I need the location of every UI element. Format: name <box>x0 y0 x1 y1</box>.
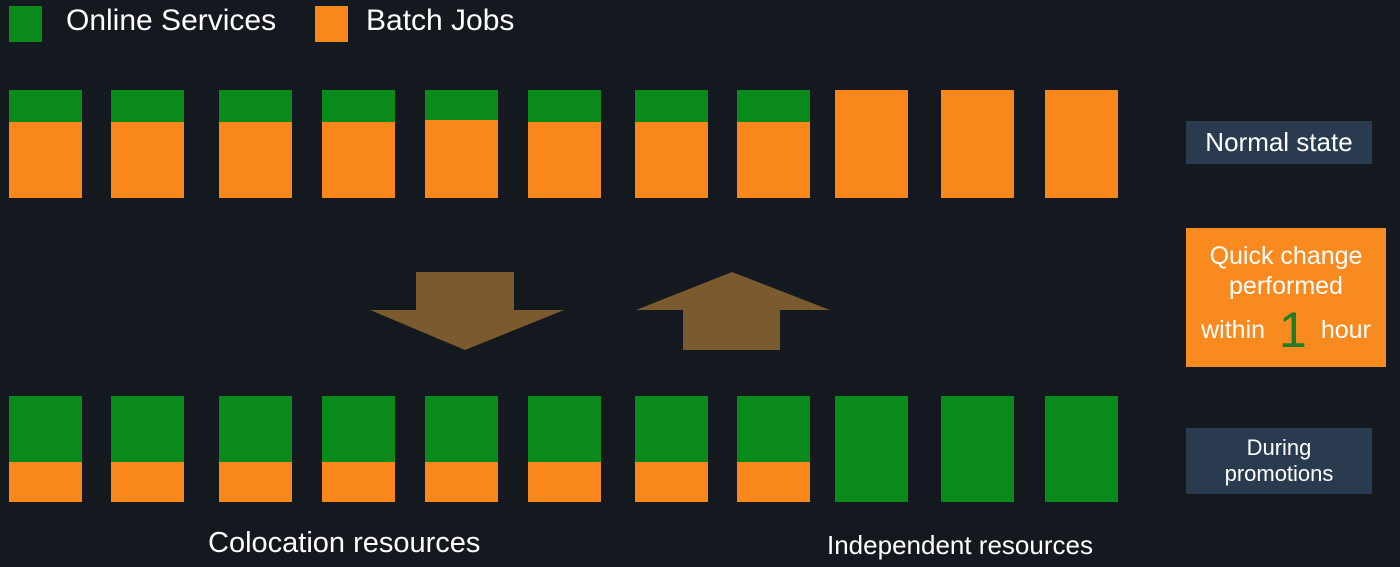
batch-jobs-segment <box>635 122 708 198</box>
legend-swatch-online <box>9 6 42 42</box>
batch-jobs-segment <box>425 120 498 198</box>
batch-jobs-segment <box>737 122 810 198</box>
online-services-segment <box>322 396 395 462</box>
quick-change-prefix: within <box>1201 315 1266 344</box>
normal-column-9 <box>835 90 908 198</box>
online-services-segment <box>425 396 498 462</box>
batch-jobs-segment <box>835 90 908 198</box>
online-services-segment <box>635 90 708 122</box>
promotion-label-line1: During <box>1246 435 1312 460</box>
normal-column-8 <box>737 90 810 198</box>
batch-jobs-segment <box>219 122 292 198</box>
batch-jobs-segment <box>9 462 82 502</box>
arrow-up-icon <box>636 272 830 350</box>
normal-column-1 <box>9 90 82 198</box>
independent-resources-label: Independent resources <box>827 530 1093 560</box>
online-services-segment <box>219 90 292 122</box>
promotion-column-2 <box>111 396 184 502</box>
arrow-down-icon <box>370 272 564 350</box>
batch-jobs-segment <box>111 122 184 198</box>
batch-jobs-segment <box>219 462 292 502</box>
online-services-segment <box>9 396 82 462</box>
normal-state-text: Normal state <box>1205 127 1353 157</box>
online-services-segment <box>322 90 395 122</box>
online-services-segment <box>835 396 908 502</box>
quick-change-suffix: hour <box>1320 315 1371 344</box>
normal-column-11 <box>1045 90 1118 198</box>
colocation-resources-label: Colocation resources <box>208 527 481 559</box>
online-services-segment <box>425 90 498 120</box>
promotion-label: During promotions <box>1186 428 1372 494</box>
normal-column-3 <box>219 90 292 198</box>
legend-label-online: Online Services <box>66 4 277 37</box>
online-services-segment <box>219 396 292 462</box>
online-services-segment <box>737 90 810 122</box>
normal-column-7 <box>635 90 708 198</box>
promotion-column-6 <box>528 396 601 502</box>
normal-state-label: Normal state <box>1186 121 1372 164</box>
online-services-segment <box>111 396 184 462</box>
promotion-column-3 <box>219 396 292 502</box>
online-services-segment <box>528 90 601 122</box>
promotion-label-line2: promotions <box>1224 461 1334 486</box>
online-services-segment <box>9 90 82 122</box>
promotion-column-8 <box>737 396 810 502</box>
promotion-column-10 <box>941 396 1014 502</box>
quick-change-line1: Quick change <box>1209 241 1363 270</box>
quick-change-line3: within 1 hour <box>1201 305 1371 355</box>
batch-jobs-segment <box>635 462 708 502</box>
online-services-segment <box>1045 396 1118 502</box>
batch-jobs-segment <box>9 122 82 198</box>
quick-change-label: Quick change performed within 1 hour <box>1186 228 1386 367</box>
promotion-column-1 <box>9 396 82 502</box>
promotion-column-9 <box>835 396 908 502</box>
normal-column-5 <box>425 90 498 198</box>
normal-column-10 <box>941 90 1014 198</box>
quick-change-line2: performed <box>1229 271 1343 300</box>
promotion-resource-row <box>0 396 1130 502</box>
online-services-segment <box>941 396 1014 502</box>
normal-state-resource-row <box>0 90 1130 200</box>
batch-jobs-segment <box>528 462 601 502</box>
batch-jobs-segment <box>941 90 1014 198</box>
batch-jobs-segment <box>322 122 395 198</box>
normal-column-2 <box>111 90 184 198</box>
online-services-segment <box>635 396 708 462</box>
online-services-segment <box>737 396 810 462</box>
batch-jobs-segment <box>425 462 498 502</box>
batch-jobs-segment <box>737 462 810 502</box>
batch-jobs-segment <box>322 462 395 502</box>
legend-label-batch: Batch Jobs <box>366 4 515 37</box>
online-services-segment <box>111 90 184 122</box>
quick-change-number: 1 <box>1279 301 1307 358</box>
normal-column-4 <box>322 90 395 198</box>
legend-swatch-batch <box>315 6 348 42</box>
batch-jobs-segment <box>1045 90 1118 198</box>
promotion-column-11 <box>1045 396 1118 502</box>
promotion-column-5 <box>425 396 498 502</box>
batch-jobs-segment <box>528 122 601 198</box>
promotion-column-7 <box>635 396 708 502</box>
online-services-segment <box>528 396 601 462</box>
promotion-column-4 <box>322 396 395 502</box>
batch-jobs-segment <box>111 462 184 502</box>
normal-column-6 <box>528 90 601 198</box>
